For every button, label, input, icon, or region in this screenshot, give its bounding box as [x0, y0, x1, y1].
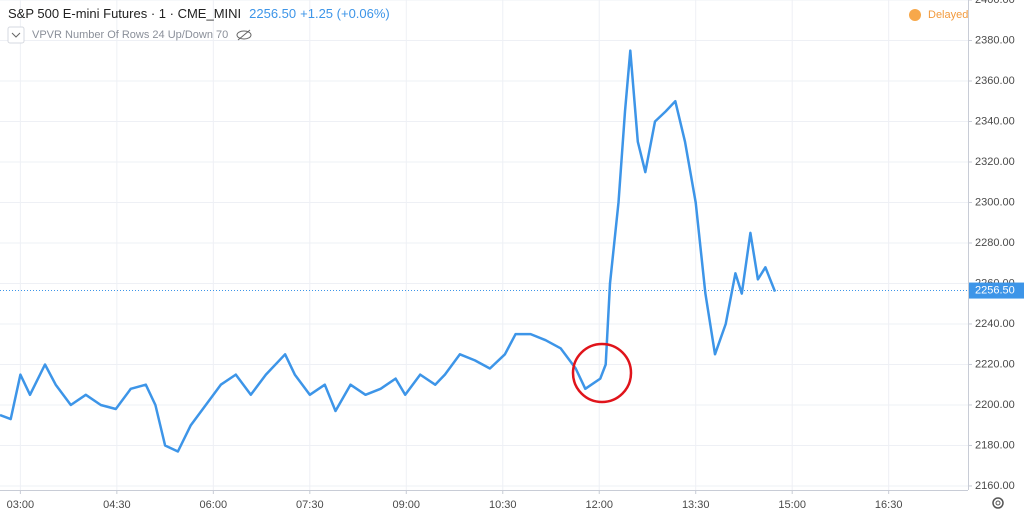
y-tick-label: 2180.00: [975, 439, 1015, 451]
x-tick-label: 06:00: [200, 499, 228, 511]
y-tick-label: 2300.00: [975, 196, 1015, 208]
x-tick-label: 04:30: [103, 499, 131, 511]
x-tick-label: 03:00: [7, 499, 35, 511]
highlight-circle: [571, 342, 633, 404]
symbol-line: S&P 500 E-mini Futures · 1 · CME_MINI 225…: [8, 6, 390, 21]
y-tick-label: 2220.00: [975, 358, 1015, 370]
symbol-title: S&P 500 E-mini Futures: [8, 6, 148, 21]
y-tick-label: 2200.00: [975, 399, 1015, 411]
price-line-series: [0, 49, 777, 453]
visibility-icon[interactable]: [236, 29, 252, 41]
price-change: +1.25 (+0.06%): [300, 6, 390, 21]
y-tick-label: 2400.00: [975, 0, 1015, 6]
x-tick-label: 12:00: [585, 499, 613, 511]
y-tick-label: 2160.00: [975, 480, 1015, 492]
separator: ·: [147, 6, 159, 21]
y-tick-label: 2280.00: [975, 237, 1015, 249]
interval: 1: [159, 6, 166, 21]
current-price-box: [969, 282, 1024, 299]
collapse-button[interactable]: [7, 26, 25, 44]
current-price-label: 2256.50: [975, 284, 1015, 296]
x-tick-label: 15:00: [778, 499, 806, 511]
legend-header: S&P 500 E-mini Futures · 1 · CME_MINI 225…: [7, 6, 390, 44]
y-tick-label: 2380.00: [975, 34, 1015, 46]
indicator-label: VPVR Number Of Rows 24 Up/Down 70: [32, 29, 228, 41]
separator: ·: [166, 6, 178, 21]
y-tick-label: 2320.00: [975, 156, 1015, 168]
settings-icon[interactable]: [992, 497, 1004, 509]
y-tick-label: 2340.00: [975, 115, 1015, 127]
plot: [0, 49, 968, 453]
x-tick-label: 07:30: [296, 499, 324, 511]
x-tick-label: 16:30: [875, 499, 903, 511]
exchange: CME_MINI: [178, 6, 242, 21]
collapse-icon: [11, 32, 21, 38]
delayed-status: Delayed: [928, 9, 968, 21]
delayed-icon: [909, 9, 921, 21]
x-tick-label: 10:30: [489, 499, 517, 511]
x-tick-label: 13:30: [682, 499, 710, 511]
y-tick-label: 2360.00: [975, 75, 1015, 87]
x-tick-label: 09:00: [393, 499, 421, 511]
last-price: 2256.50: [249, 6, 296, 21]
y-tick-label: 2240.00: [975, 318, 1015, 330]
